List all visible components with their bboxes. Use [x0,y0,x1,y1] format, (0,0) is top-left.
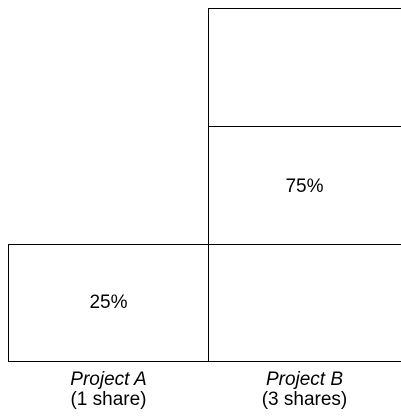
project-a-label: Project A (1 share) [8,370,209,410]
project-b-name: Project B [265,369,344,390]
project-b-percent-label: 75% [285,176,324,197]
project-b-shares: (3 shares) [261,389,348,410]
project-b-label: Project B (3 shares) [208,370,401,410]
project-b-share-box-bottom [208,244,401,362]
project-a-percent-label: 25% [89,292,128,313]
project-b-share-box-top [208,8,401,127]
project-a-name: Project A [70,369,147,390]
project-a-shares: (1 share) [70,389,147,410]
